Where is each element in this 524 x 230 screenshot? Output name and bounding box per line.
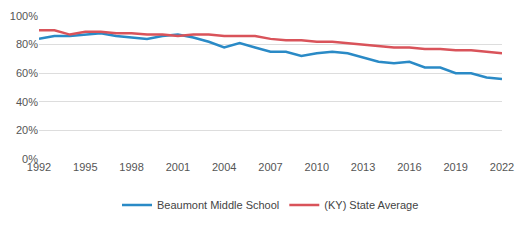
svg-text:80%: 80% bbox=[16, 38, 38, 50]
svg-text:2013: 2013 bbox=[351, 161, 375, 173]
svg-text:2016: 2016 bbox=[397, 161, 421, 173]
svg-text:2001: 2001 bbox=[166, 161, 190, 173]
svg-text:1998: 1998 bbox=[119, 161, 143, 173]
svg-text:60%: 60% bbox=[16, 67, 38, 79]
svg-text:2007: 2007 bbox=[258, 161, 282, 173]
svg-text:0%: 0% bbox=[22, 153, 38, 165]
svg-text:(KY) State Average: (KY) State Average bbox=[324, 199, 418, 211]
svg-text:20%: 20% bbox=[16, 124, 38, 136]
svg-text:1995: 1995 bbox=[73, 161, 97, 173]
svg-text:2004: 2004 bbox=[212, 161, 236, 173]
svg-text:2010: 2010 bbox=[305, 161, 329, 173]
svg-text:40%: 40% bbox=[16, 96, 38, 108]
svg-text:1992: 1992 bbox=[27, 161, 51, 173]
svg-text:2022: 2022 bbox=[490, 161, 514, 173]
svg-text:2019: 2019 bbox=[443, 161, 467, 173]
svg-text:100%: 100% bbox=[10, 10, 38, 22]
svg-text:Beaumont Middle School: Beaumont Middle School bbox=[157, 199, 279, 211]
